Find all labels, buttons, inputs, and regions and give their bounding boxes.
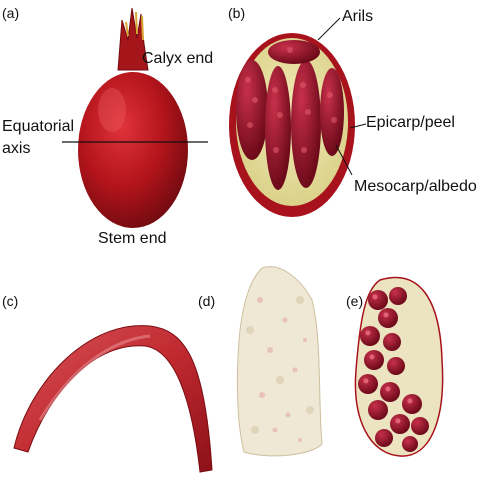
panel-label-b: (b)	[228, 5, 246, 21]
panel-label-c: (c)	[2, 293, 19, 309]
epicarp-label: Epicarp/peel	[366, 114, 455, 131]
peel-strip	[13, 325, 213, 473]
panel-label-d: (d)	[198, 293, 216, 309]
equatorial-label: Equatorial	[2, 118, 75, 135]
axis-label: axis	[2, 140, 31, 157]
arils-piece	[354, 276, 444, 457]
arils-label: Arils	[342, 8, 374, 25]
opened-pomegranate	[229, 17, 367, 217]
panel-label-a: (a)	[2, 5, 20, 21]
calyx-crown	[117, 7, 149, 71]
aril-clusters	[236, 40, 344, 190]
mesocarp-piece	[236, 266, 323, 457]
whole-pomegranate	[62, 7, 208, 228]
panel-label-e: (e)	[346, 293, 364, 309]
calyx-end-label: Calyx end	[142, 50, 214, 67]
mesocarp-label: Mesocarp/albedo	[354, 178, 477, 195]
stem-end-label: Stem end	[98, 230, 167, 247]
fruit-body	[78, 72, 188, 228]
